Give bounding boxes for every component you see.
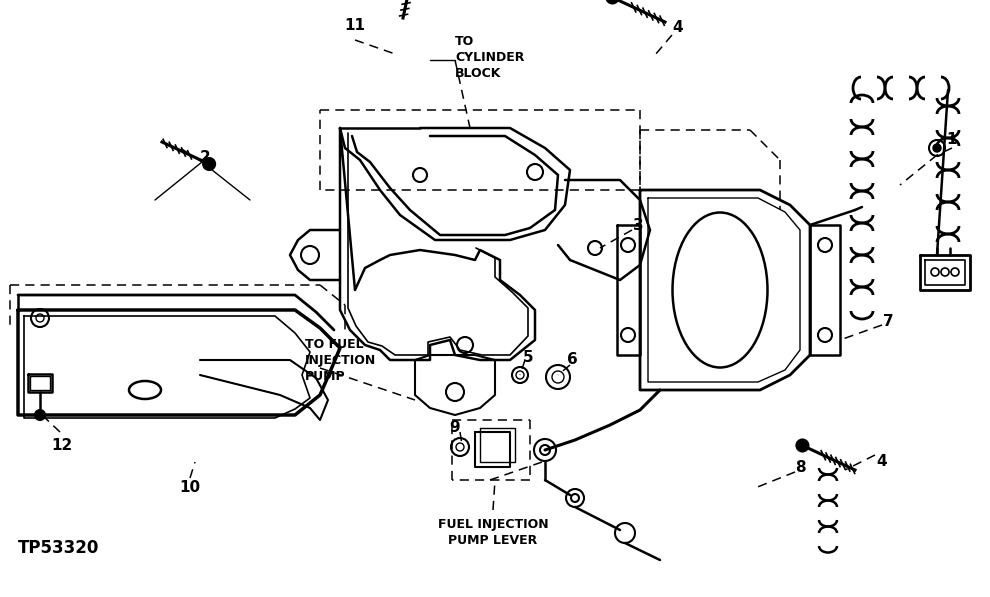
Text: 12: 12 (51, 438, 72, 453)
Text: 10: 10 (179, 481, 201, 496)
Circle shape (203, 158, 215, 170)
Circle shape (796, 439, 809, 451)
Text: 7: 7 (883, 315, 893, 330)
Text: TO FUEL
INJECTION
PUMP: TO FUEL INJECTION PUMP (305, 338, 376, 383)
Text: 2: 2 (200, 150, 210, 165)
Circle shape (607, 0, 619, 4)
Text: 1: 1 (946, 133, 957, 147)
Circle shape (35, 410, 45, 420)
Text: 8: 8 (795, 460, 805, 475)
Text: TO
CYLINDER
BLOCK: TO CYLINDER BLOCK (455, 35, 525, 80)
Circle shape (933, 144, 941, 152)
Text: 9: 9 (449, 420, 460, 435)
Text: 4: 4 (672, 20, 683, 35)
Text: 4: 4 (877, 454, 887, 469)
Text: 11: 11 (345, 19, 365, 33)
Text: 5: 5 (523, 350, 534, 365)
Text: 6: 6 (566, 352, 577, 368)
Text: TP53320: TP53320 (18, 539, 99, 557)
Text: FUEL INJECTION
PUMP LEVER: FUEL INJECTION PUMP LEVER (438, 518, 548, 547)
Text: 3: 3 (633, 217, 644, 232)
